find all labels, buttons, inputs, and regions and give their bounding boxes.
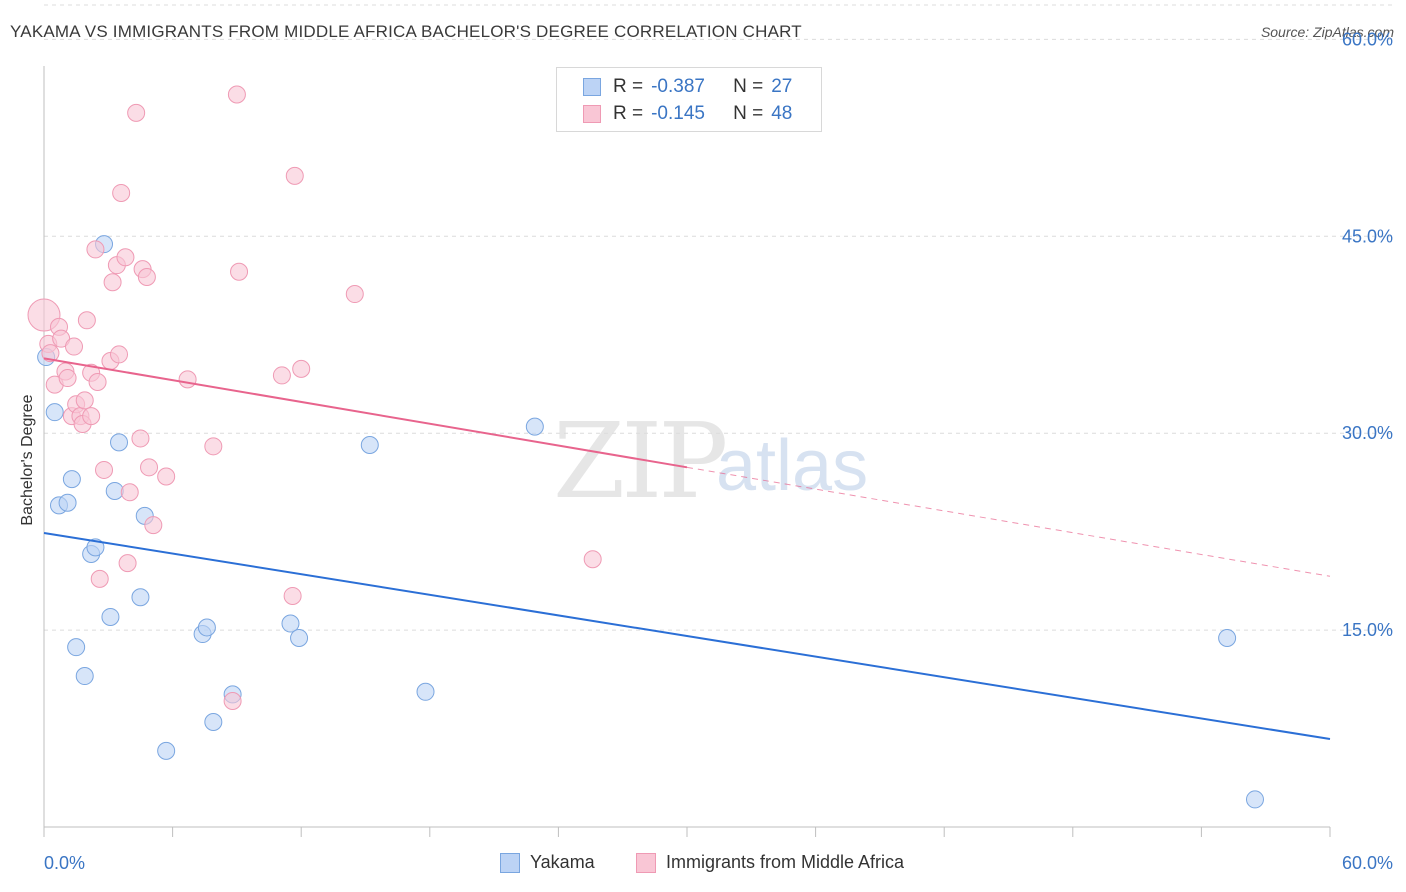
legend-r-label: R = (613, 103, 644, 124)
data-point-yakama (131, 588, 150, 607)
legend-n-value-immigrants: 48 (771, 103, 793, 124)
data-point-immigrants (230, 262, 249, 281)
trend-line-yakama (43, 531, 1331, 741)
data-point-yakama (58, 493, 77, 512)
data-point-yakama (360, 436, 379, 455)
data-point-immigrants (283, 586, 302, 605)
data-point-immigrants (227, 85, 246, 104)
legend-row-immigrants: R = -0.145 N = 48 (583, 103, 792, 125)
data-point-yakama (110, 433, 129, 452)
data-point-immigrants (140, 458, 159, 477)
data-point-immigrants (110, 345, 129, 364)
data-point-yakama (45, 403, 64, 422)
data-point-yakama (281, 614, 300, 633)
legend-r-label: R = (613, 76, 644, 97)
data-point-immigrants (223, 691, 242, 710)
data-point-immigrants (127, 103, 146, 122)
data-point-yakama (1245, 790, 1264, 809)
data-point-yakama (62, 470, 81, 489)
data-point-yakama (75, 667, 94, 686)
data-point-immigrants (41, 344, 60, 363)
data-point-immigrants (95, 460, 114, 479)
watermark-zip: ZIP (553, 400, 728, 522)
y-tick-label: 60.0% (1342, 29, 1393, 49)
data-point-yakama (67, 638, 86, 657)
watermark-atlas: atlas (716, 426, 869, 506)
bottom-legend-immigrants[interactable]: Immigrants from Middle Africa (636, 852, 904, 873)
source-credit: Source: ZipAtlas.com (1260, 24, 1394, 40)
data-point-immigrants (58, 369, 77, 388)
legend-row-yakama: R = -0.387 N = 27 (583, 76, 792, 98)
data-point-immigrants (178, 370, 197, 389)
legend-swatch-immigrants (583, 105, 601, 123)
data-point-immigrants (118, 554, 137, 573)
data-point-immigrants (144, 516, 163, 535)
legend-r-value-immigrants: -0.145 (651, 103, 705, 124)
y-tick-label: 30.0% (1342, 423, 1393, 443)
data-point-immigrants (90, 569, 109, 588)
legend-n-label: N = (733, 76, 764, 97)
data-point-immigrants (157, 467, 176, 486)
data-point-immigrants (86, 240, 105, 259)
bottom-legend-swatch-yakama (500, 852, 520, 873)
y-axis-label: Bachelor's Degree (19, 394, 36, 526)
bottom-legend-swatch-immigrants (636, 852, 656, 873)
trend-line-immigrants (43, 357, 688, 469)
data-point-immigrants (120, 483, 139, 502)
data-point-yakama (86, 538, 105, 557)
data-point-yakama (1218, 628, 1237, 647)
data-point-yakama (290, 628, 309, 647)
data-point-immigrants (112, 183, 131, 202)
data-point-immigrants (116, 248, 135, 267)
trend-line-extension-immigrants (686, 466, 1331, 577)
bottom-legend-yakama[interactable]: Yakama (500, 852, 595, 873)
data-point-immigrants (137, 267, 156, 286)
data-point-immigrants (345, 285, 364, 304)
data-point-immigrants (131, 429, 150, 448)
y-tick-label: 45.0% (1342, 226, 1393, 246)
data-point-yakama (157, 741, 176, 760)
legend-n-label: N = (733, 103, 764, 124)
x-tick-label: 0.0% (44, 853, 85, 873)
data-point-immigrants (75, 391, 94, 410)
data-point-immigrants (583, 550, 602, 569)
data-point-yakama (416, 682, 435, 701)
data-point-immigrants (52, 329, 71, 348)
data-point-yakama (204, 712, 223, 731)
data-point-immigrants (285, 166, 304, 185)
data-point-immigrants (82, 407, 101, 426)
data-point-yakama (525, 417, 544, 436)
legend-r-value-yakama: -0.387 (651, 76, 705, 97)
data-point-immigrants (272, 366, 291, 385)
legend-swatch-yakama (583, 78, 601, 96)
data-point-yakama (197, 618, 216, 637)
bottom-legend-label-yakama: Yakama (530, 852, 595, 872)
data-point-immigrants (103, 273, 122, 292)
bottom-legend-label-immigrants: Immigrants from Middle Africa (666, 852, 905, 872)
data-point-yakama (101, 607, 120, 626)
data-point-immigrants (65, 337, 84, 356)
legend-box: R = -0.387 N = 27 R = -0.145 N = 48 (556, 67, 822, 132)
chart-title: YAKAMA VS IMMIGRANTS FROM MIDDLE AFRICA … (10, 22, 802, 41)
data-point-immigrants (88, 372, 107, 391)
y-tick-label: 15.0% (1342, 620, 1393, 640)
data-point-yakama (105, 481, 124, 500)
data-point-immigrants (77, 311, 96, 330)
data-point-immigrants (204, 437, 223, 456)
data-point-immigrants (292, 359, 311, 378)
legend-n-value-yakama: 27 (771, 76, 793, 97)
x-tick-label: 60.0% (1342, 853, 1393, 873)
